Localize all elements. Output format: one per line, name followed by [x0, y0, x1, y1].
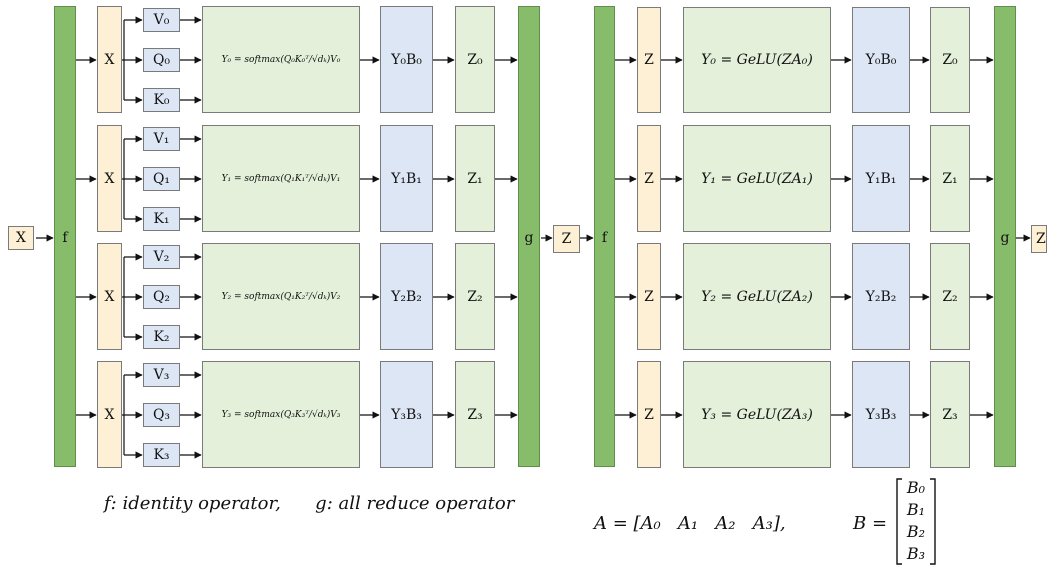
right-row2-z-box: Z: [637, 243, 661, 350]
row0-yb-box: Y₀B₀: [380, 6, 433, 113]
output-z-box: Z: [1031, 225, 1047, 253]
row0-attention-formula: Y₀ = softmax(Q₀K₀ᵀ/√dₖ)V₀: [202, 6, 360, 113]
row3-yb-box: Y₃B₃: [380, 361, 433, 468]
row0-z-box: Z₀: [455, 6, 495, 113]
b-entry-3: B₃: [906, 544, 926, 563]
right-g-operator-bar: [994, 6, 1016, 467]
row1-k-box: K₁: [143, 207, 180, 231]
operator-legend: f: identity operator, g: all reduce oper…: [104, 492, 515, 514]
row0-q-box: Q₀: [143, 48, 180, 72]
row3-z-box: Z₃: [455, 361, 495, 468]
row1-q-box: Q₁: [143, 167, 180, 191]
row1-z-box: Z₁: [455, 125, 495, 232]
right-row1-z-box: Z: [637, 125, 661, 232]
row0-k-box: K₀: [143, 88, 180, 112]
a-matrix-definition: A = [A₀ A₁ A₂ A₃],: [594, 512, 786, 534]
b-matrix-lhs: B =: [853, 512, 888, 534]
right-row3-gelu-formula: Y₃ = GeLU(ZA₃): [683, 361, 831, 468]
row2-z-box: Z₂: [455, 243, 495, 350]
b-entry-0: B₀: [906, 478, 926, 497]
right-row0-z-box: Z₀: [930, 7, 970, 113]
right-row2-gelu-formula: Y₂ = GeLU(ZA₂): [683, 243, 831, 350]
row3-v-box: V₃: [143, 363, 180, 387]
row0-v-box: V₀: [143, 8, 180, 32]
right-row2-yb-box: Y₂B₂: [852, 243, 910, 350]
right-row3-z-box: Z: [637, 361, 661, 468]
row2-attention-formula: Y₂ = softmax(Q₁K₂ᵀ/√dₖ)V₂: [202, 243, 360, 350]
right-row1-z-box: Z₁: [930, 125, 970, 232]
row1-yb-box: Y₁B₁: [380, 125, 433, 232]
right-row3-yb-box: Y₃B₃: [852, 361, 910, 468]
right-row0-z-box: Z: [637, 7, 661, 113]
row3-attention-formula: Y₃ = softmax(Q₃K₃ᵀ/√dₖ)V₃: [202, 361, 360, 468]
row1-attention-formula: Y₁ = softmax(Q₁K₁ᵀ/√dₖ)V₁: [202, 125, 360, 232]
right-g-operator-label: g: [1000, 230, 1010, 246]
f-operator-label: f: [62, 230, 68, 246]
row3-k-box: K₃: [143, 443, 180, 467]
right-f-operator-bar: [594, 6, 615, 467]
right-row0-yb-box: Y₀B₀: [852, 7, 910, 113]
row2-yb-box: Y₂B₂: [380, 243, 433, 350]
row2-k-box: K₂: [143, 325, 180, 349]
row3-q-box: Q₃: [143, 403, 180, 427]
row1-v-box: V₁: [143, 127, 180, 151]
row0-x-box: X: [97, 6, 122, 113]
b-entry-1: B₁: [906, 500, 926, 519]
row3-x-box: X: [97, 361, 122, 468]
right-row3-z-box: Z₃: [930, 361, 970, 468]
right-row1-gelu-formula: Y₁ = GeLU(ZA₁): [683, 125, 831, 232]
b-matrix-brackets: [896, 478, 936, 565]
right-f-operator-label: f: [601, 230, 608, 246]
row1-x-box: X: [97, 125, 122, 232]
f-operator-bar: [54, 6, 76, 467]
right-row2-z-box: Z₂: [930, 243, 970, 350]
row2-x-box: X: [97, 243, 122, 350]
right-row0-gelu-formula: Y₀ = GeLU(ZA₀): [683, 7, 831, 113]
b-entry-2: B₂: [906, 522, 926, 541]
g-operator-bar: [518, 6, 540, 467]
input-x-box: X: [8, 226, 34, 250]
middle-z-box: Z: [553, 225, 580, 253]
g-operator-label: g: [524, 230, 534, 246]
right-row1-yb-box: Y₁B₁: [852, 125, 910, 232]
row2-v-box: V₂: [143, 245, 180, 269]
row2-q-box: Q₂: [143, 285, 180, 309]
